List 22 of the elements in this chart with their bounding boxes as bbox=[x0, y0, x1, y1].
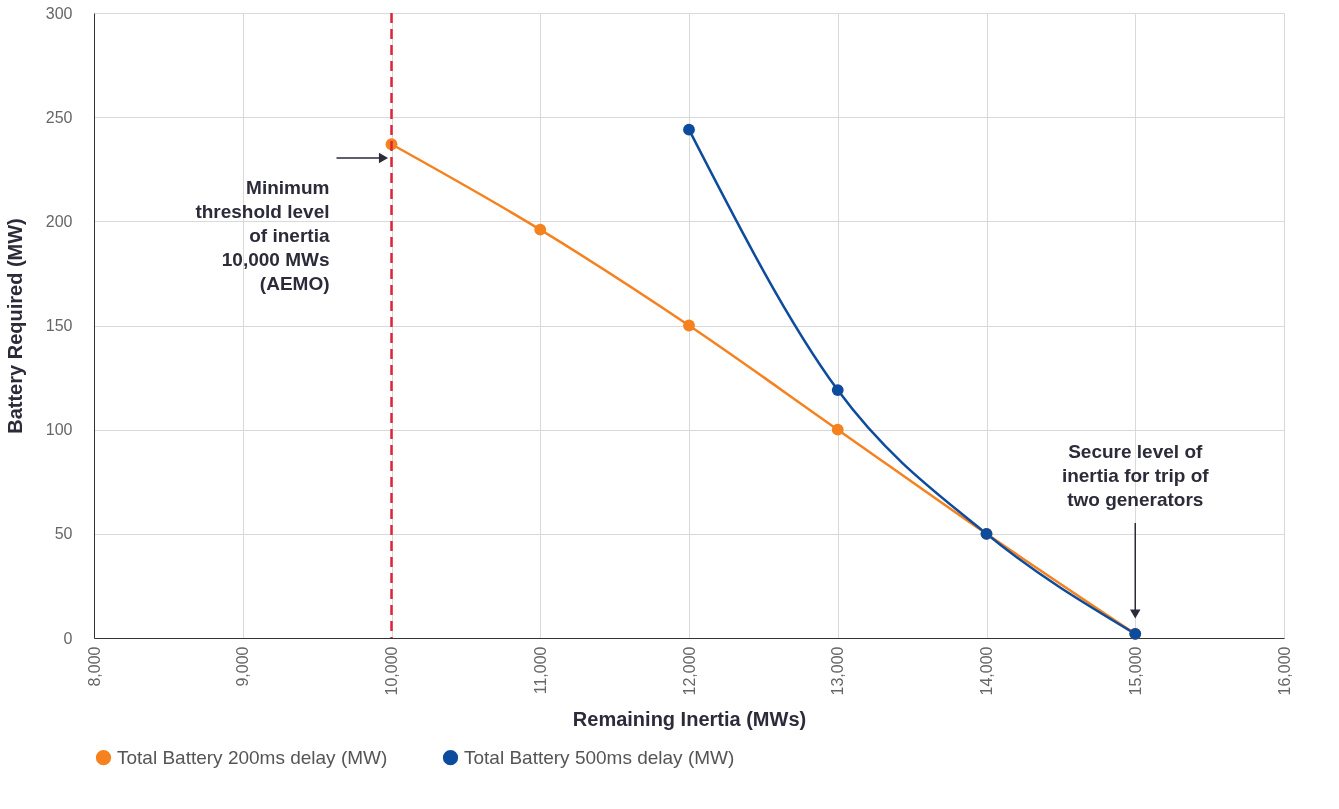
y-tick-label: 250 bbox=[45, 108, 73, 126]
y-tick-label: 50 bbox=[54, 525, 73, 543]
x-tick-label: 11,000 bbox=[531, 646, 549, 695]
x-tick-label: 10,000 bbox=[383, 646, 400, 696]
y-tick-label: 0 bbox=[63, 629, 73, 647]
ref-line-label: Minimum threshold level of inertia 10,000 MWs (AEMO) bbox=[195, 177, 330, 294]
x-tick-label: 8,000 bbox=[85, 646, 103, 687]
x-tick-label: 14,000 bbox=[978, 646, 995, 696]
x-tick-label: 9,000 bbox=[234, 646, 252, 687]
y-axis-title: Battery Required (MW) bbox=[3, 218, 26, 434]
y-tick-label: 200 bbox=[45, 212, 73, 230]
y-tick-label: 150 bbox=[45, 317, 73, 334]
x-tick-label: 12,000 bbox=[680, 646, 698, 696]
x-axis-title: Remaining Inertia (MWs) bbox=[572, 708, 807, 731]
x-tick-label: 15,000 bbox=[1126, 646, 1144, 696]
x-tick-label: 13,000 bbox=[829, 646, 847, 696]
legend-label: Total Battery 500ms delay (MW) bbox=[464, 746, 735, 768]
y-tick-label: 100 bbox=[45, 421, 73, 439]
y-tick-label: 300 bbox=[45, 4, 73, 22]
legend-label: Total Battery 200ms delay (MW) bbox=[117, 746, 388, 768]
annotation: Secure level of inertia for trip of two generators bbox=[1061, 441, 1210, 510]
x-tick-label: 16,000 bbox=[1275, 646, 1293, 696]
